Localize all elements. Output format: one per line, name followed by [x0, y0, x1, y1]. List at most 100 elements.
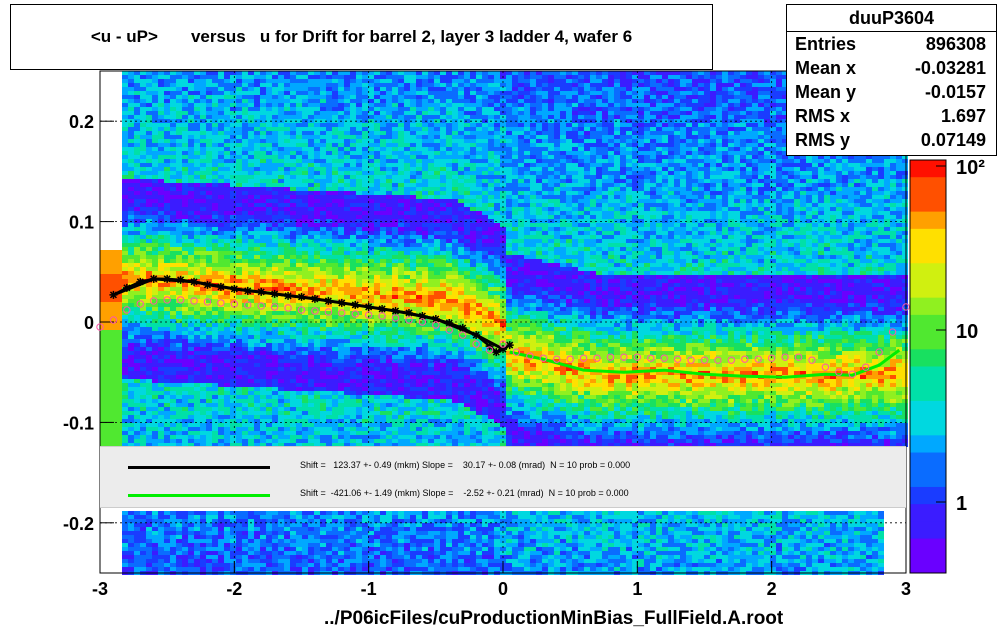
heatmap-cell	[212, 271, 218, 275]
heatmap-cell	[332, 327, 338, 331]
heatmap-cell	[386, 271, 392, 275]
heatmap-cell	[236, 183, 242, 187]
heatmap-cell	[140, 383, 146, 387]
heatmap-cell	[260, 219, 266, 223]
heatmap-cell	[152, 283, 158, 287]
heatmap-cell	[146, 87, 152, 91]
heatmap-cell	[122, 235, 128, 239]
heatmap-cell	[374, 75, 380, 79]
heatmap-cell	[314, 379, 320, 383]
heatmap-cell	[320, 99, 326, 103]
heatmap-cell	[236, 231, 242, 235]
heatmap-cell	[278, 235, 284, 239]
heatmap-cell	[368, 287, 374, 291]
heatmap-cell	[290, 411, 296, 415]
heatmap-cell	[200, 375, 206, 379]
heatmap-cell	[230, 259, 236, 263]
heatmap-cell	[218, 355, 224, 359]
heatmap-cell	[386, 279, 392, 283]
heatmap-cell	[326, 327, 332, 331]
heatmap-cell	[236, 399, 242, 403]
heatmap-cell	[242, 539, 248, 543]
heatmap-cell	[200, 443, 206, 447]
heatmap-cell	[122, 99, 128, 103]
heatmap-cell	[392, 127, 398, 131]
heatmap-cell	[266, 555, 272, 559]
heatmap-cell	[158, 423, 164, 427]
heatmap-cell	[332, 251, 338, 255]
heatmap-cell	[158, 107, 164, 111]
heatmap-cell	[230, 515, 236, 519]
heatmap-cell	[128, 99, 134, 103]
heatmap-cell	[218, 551, 224, 555]
heatmap-cell	[380, 275, 386, 279]
heatmap-cell	[278, 419, 284, 423]
heatmap-cell	[128, 271, 134, 275]
heatmap-cell	[212, 415, 218, 419]
heatmap-cell	[164, 223, 170, 227]
heatmap-cell	[134, 407, 140, 411]
heatmap-cell	[344, 219, 350, 223]
heatmap-cell	[188, 251, 194, 255]
heatmap-cell	[200, 143, 206, 147]
heatmap-cell	[194, 215, 200, 219]
heatmap-cell	[224, 431, 230, 435]
heatmap-cell	[158, 415, 164, 419]
heatmap-cell	[338, 203, 344, 207]
heatmap-cell	[278, 171, 284, 175]
heatmap-cell	[122, 263, 128, 267]
heatmap-cell	[158, 191, 164, 195]
heatmap-cell	[194, 303, 200, 307]
heatmap-cell	[362, 283, 368, 287]
heatmap-cell	[122, 359, 128, 363]
heatmap-cell	[254, 519, 260, 523]
heatmap-cell	[266, 379, 272, 383]
heatmap-cell	[122, 71, 128, 75]
heatmap-cell	[152, 443, 158, 447]
heatmap-cell	[230, 355, 236, 359]
heatmap-cell	[158, 115, 164, 119]
heatmap-cell	[134, 231, 140, 235]
heatmap-cell	[356, 367, 362, 371]
heatmap-cell	[332, 235, 338, 239]
heatmap-cell	[296, 531, 302, 535]
heatmap-cell	[158, 163, 164, 167]
heatmap-cell	[386, 119, 392, 123]
heatmap-cell	[152, 515, 158, 519]
heatmap-cell	[344, 555, 350, 559]
heatmap-cell	[128, 343, 134, 347]
heatmap-cell	[194, 411, 200, 415]
heatmap-cell	[374, 219, 380, 223]
heatmap-cell	[380, 343, 386, 347]
heatmap-cell	[308, 327, 314, 331]
heatmap-cell	[212, 163, 218, 167]
heatmap-cell	[266, 535, 272, 539]
heatmap-cell	[308, 187, 314, 191]
heatmap-cell	[308, 179, 314, 183]
heatmap-cell	[170, 171, 176, 175]
heatmap-cell	[242, 211, 248, 215]
heatmap-cell	[188, 267, 194, 271]
heatmap-cell	[266, 71, 272, 75]
heatmap-cell	[128, 359, 134, 363]
heatmap-cell	[176, 383, 182, 387]
heatmap-cell	[332, 559, 338, 563]
heatmap-cell	[188, 351, 194, 355]
heatmap-cell	[326, 203, 332, 207]
heatmap-cell	[326, 131, 332, 135]
heatmap-cell	[122, 419, 128, 423]
heatmap-cell	[272, 427, 278, 431]
heatmap-cell	[254, 535, 260, 539]
heatmap-cell	[128, 435, 134, 439]
heatmap-cell	[242, 191, 248, 195]
heatmap-cell	[194, 547, 200, 551]
heatmap-cell	[350, 427, 356, 431]
heatmap-cell	[194, 431, 200, 435]
heatmap-cell	[146, 559, 152, 563]
heatmap-cell	[176, 343, 182, 347]
heatmap-cell	[176, 391, 182, 395]
heatmap-cell	[224, 91, 230, 95]
heatmap-cell	[206, 279, 212, 283]
heatmap-cell	[176, 243, 182, 247]
heatmap-cell	[362, 511, 368, 515]
